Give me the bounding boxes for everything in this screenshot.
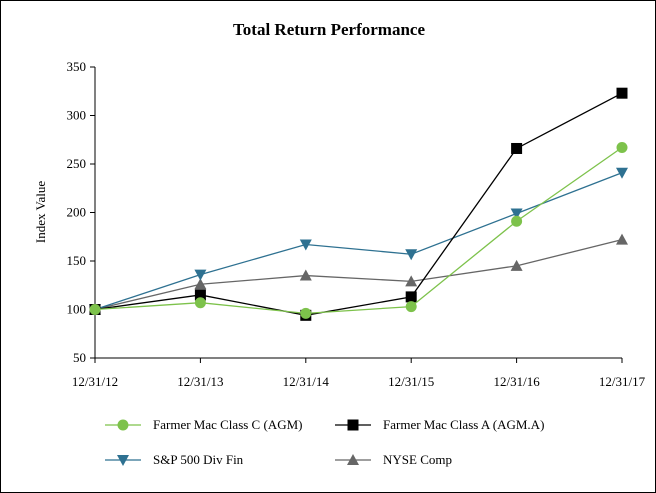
x-tick-label: 12/31/15 <box>388 374 434 389</box>
x-tick-label: 12/31/16 <box>493 374 540 389</box>
legend-item: S&P 500 Div Fin <box>105 452 244 467</box>
axes <box>94 67 622 359</box>
y-tick-label: 100 <box>67 302 87 317</box>
series-line <box>94 92 623 316</box>
data-point <box>616 167 628 179</box>
x-tick-label: 12/31/13 <box>177 374 223 389</box>
y-tick-label: 350 <box>67 59 87 74</box>
legend-item: NYSE Comp <box>335 452 452 467</box>
legend: Farmer Mac Class C (AGM) Farmer Mac Class… <box>105 417 544 467</box>
series-3 <box>89 233 628 315</box>
y-tick-label: 50 <box>73 350 86 365</box>
x-tick-label: 12/31/17 <box>599 374 646 389</box>
data-point <box>300 307 312 319</box>
y-tick-label: 200 <box>67 205 87 220</box>
data-point <box>405 275 418 287</box>
y-axis-label: Index Value <box>33 181 48 243</box>
data-point <box>194 278 207 290</box>
data-point <box>510 208 523 220</box>
legend-marker <box>347 419 359 431</box>
legend-marker <box>117 455 129 466</box>
data-point <box>405 301 417 313</box>
series-line <box>94 172 623 311</box>
data-point <box>511 215 523 227</box>
data-point <box>616 233 628 245</box>
data-point <box>405 249 418 261</box>
legend-label: Farmer Mac Class C (AGM) <box>153 417 302 432</box>
data-point <box>299 239 312 251</box>
data-point <box>616 142 628 154</box>
x-tick-label: 12/31/14 <box>283 374 330 389</box>
data-point <box>510 259 523 271</box>
data-point <box>511 142 523 154</box>
series-2 <box>89 167 628 316</box>
data-point <box>616 87 628 99</box>
y-tick-label: 300 <box>67 108 87 123</box>
legend-item: Farmer Mac Class A (AGM.A) <box>335 417 544 432</box>
y-tick-label: 150 <box>67 253 87 268</box>
legend-marker <box>347 454 359 465</box>
series-1 <box>89 87 628 321</box>
data-point <box>89 304 101 315</box>
legend-label: NYSE Comp <box>383 452 452 467</box>
x-axis-ticks: 12/31/12 12/31/13 12/31/14 12/31/15 12/31/16… <box>72 358 646 389</box>
legend-label: Farmer Mac Class A (AGM.A) <box>383 417 544 432</box>
data-point <box>405 291 417 303</box>
series-line <box>94 146 623 315</box>
chart-title: Total Return Performance <box>233 20 425 39</box>
legend-marker <box>117 419 129 431</box>
data-point <box>194 297 206 309</box>
series-layer <box>89 87 628 321</box>
legend-item: Farmer Mac Class C (AGM) <box>105 417 302 432</box>
data-point <box>299 269 312 281</box>
legend-label: S&P 500 Div Fin <box>153 452 244 467</box>
y-axis-ticks: 50 100 150 200 250 300 350 <box>67 59 95 365</box>
series-0 <box>89 142 628 319</box>
data-point <box>194 289 206 301</box>
data-point <box>194 269 207 281</box>
x-tick-label: 12/31/12 <box>72 374 118 389</box>
y-tick-label: 250 <box>67 156 87 171</box>
series-line <box>94 239 623 311</box>
